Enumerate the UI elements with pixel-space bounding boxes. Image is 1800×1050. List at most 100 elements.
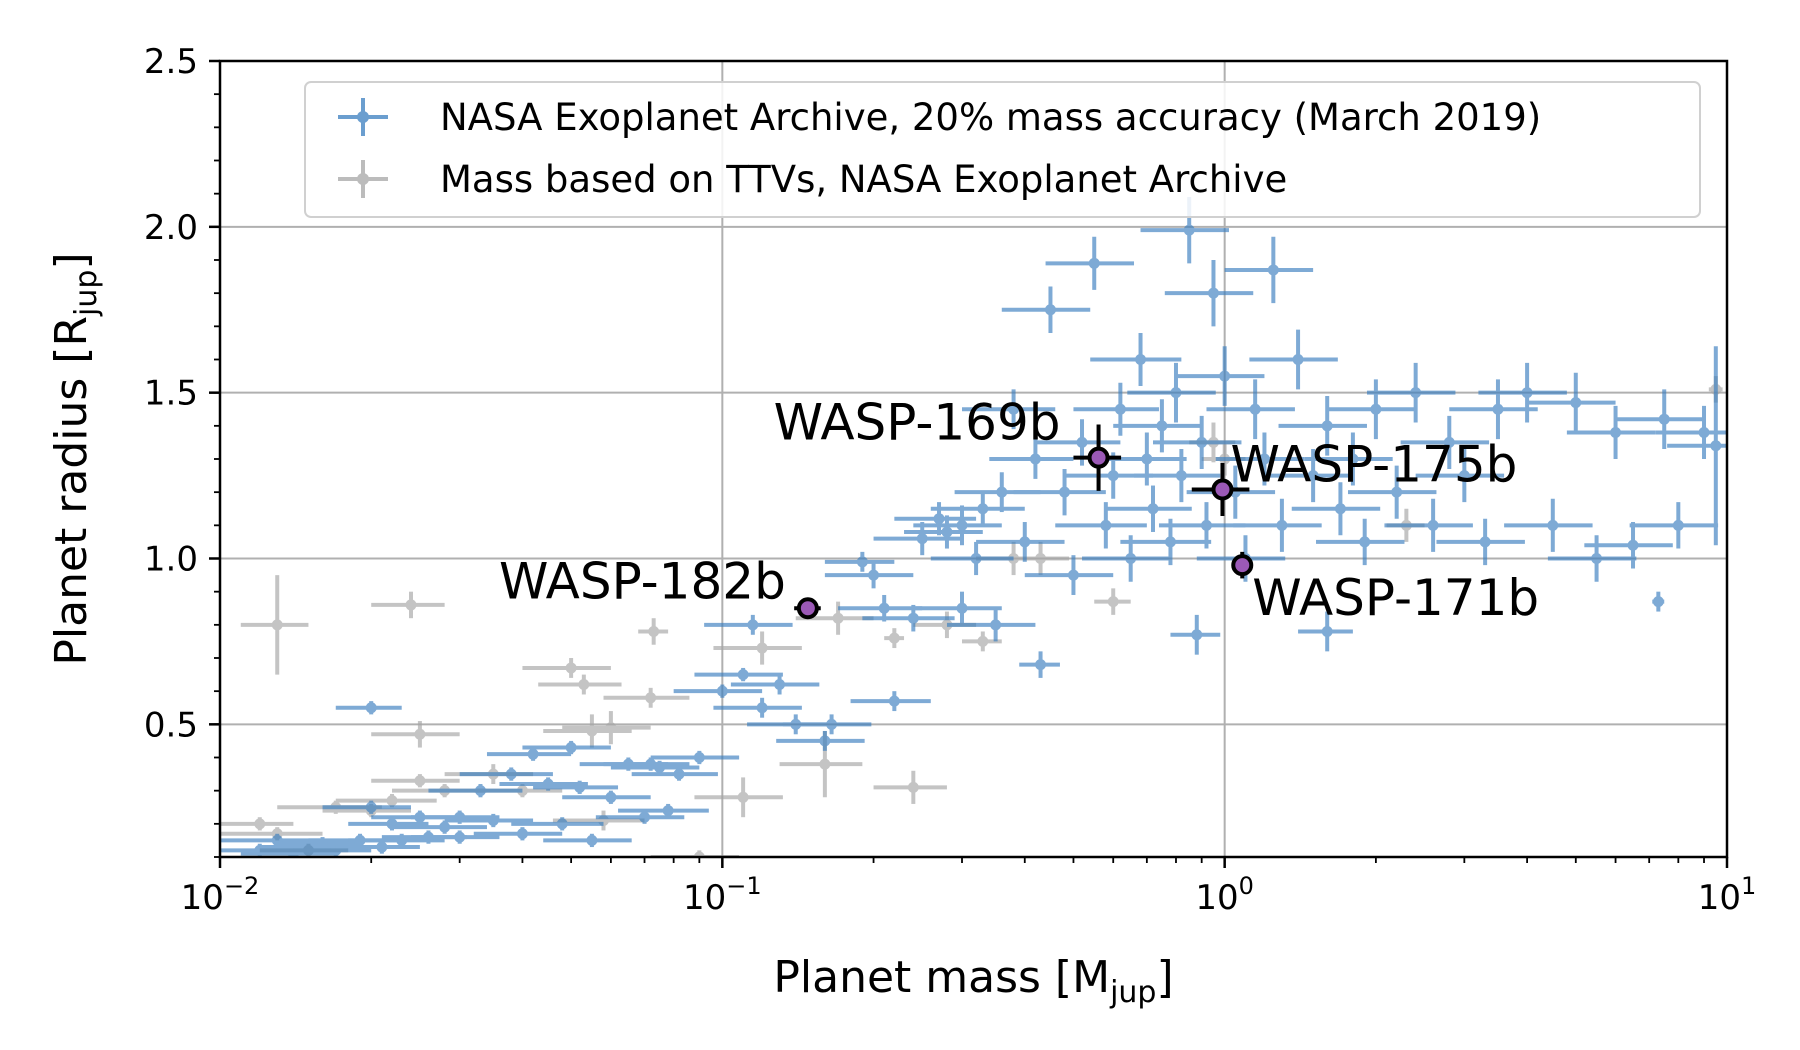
data-point (371, 774, 460, 788)
data-point (850, 691, 931, 712)
data-point (562, 711, 651, 745)
y-tick-label: 1.5 (144, 374, 198, 414)
data-point (913, 505, 1002, 546)
data-point (486, 747, 572, 761)
legend-marker (338, 160, 388, 198)
data-point (638, 618, 669, 645)
data-point (673, 684, 763, 698)
planet-label: WASP-171b (1252, 569, 1539, 627)
data-point (335, 701, 402, 715)
axis-ticks: 10−2 10−1 100 101 0.5 1.0 1.5 2.0 2.5 (144, 42, 1756, 918)
y-tick-label: 2.5 (144, 42, 198, 82)
data-point (1415, 449, 1505, 503)
data-point (1304, 432, 1393, 486)
data-point (1024, 555, 1114, 595)
data-point (1584, 522, 1673, 569)
data-point (1233, 498, 1322, 552)
data-point (1449, 379, 1538, 440)
data-point (444, 813, 534, 828)
y-tick-label: 0.5 (144, 705, 198, 745)
data-point (776, 730, 865, 751)
data-point (610, 760, 700, 775)
data-point (1316, 518, 1405, 566)
data-point (1175, 346, 1265, 406)
data-point (1478, 362, 1567, 423)
x-axis-label: Planet mass [Mjup] (773, 952, 1173, 1010)
data-point (220, 817, 294, 831)
data-point (1652, 591, 1665, 612)
highlighted-planets (794, 424, 1254, 620)
data-point (533, 780, 619, 794)
data-point (1224, 236, 1314, 304)
data-point (1090, 332, 1182, 387)
planet-label: WASP-182b (499, 552, 786, 610)
data-point (704, 614, 793, 635)
data-point (873, 770, 947, 804)
data-point (1278, 395, 1367, 456)
data-point (694, 777, 783, 818)
plot-area (220, 196, 1727, 857)
data-point (824, 551, 895, 572)
data-point (603, 687, 690, 708)
data-point (694, 667, 783, 682)
data-point (1206, 379, 1295, 440)
data-point (240, 575, 309, 675)
highlight-wasp-175b (1191, 462, 1250, 517)
data-point (1019, 651, 1060, 678)
data-point (782, 714, 872, 735)
data-point (1566, 405, 1656, 459)
data-point (1001, 286, 1091, 333)
data-point (1327, 379, 1416, 440)
data-point (650, 750, 740, 765)
data-point (1347, 465, 1437, 519)
data-point (618, 803, 709, 818)
data-point (650, 850, 740, 857)
data-point (392, 820, 487, 834)
data-point (428, 784, 523, 798)
data-point (522, 658, 611, 678)
data-point (562, 790, 651, 804)
highlight-wasp-171b (1231, 551, 1254, 579)
data-point (473, 827, 563, 841)
data-point (1615, 389, 1705, 450)
data-point (1170, 614, 1221, 655)
data-point (522, 740, 611, 755)
data-point (1105, 485, 1192, 532)
data-point (1094, 588, 1131, 615)
data-point (962, 389, 1056, 430)
legend-label: Mass based on TTVs, NASA Exoplanet Archi… (440, 158, 1287, 201)
data-point (1291, 482, 1381, 536)
data-point (1366, 362, 1456, 423)
legend-marker (338, 98, 388, 136)
data-point (930, 492, 1025, 526)
data-point (913, 591, 1002, 625)
x-tick-label: 10−1 (683, 872, 762, 918)
data-point (1164, 260, 1254, 327)
data-point (730, 674, 820, 695)
data-point (511, 817, 604, 831)
data-point (1504, 498, 1593, 552)
data-point (1629, 502, 1719, 549)
data-point (371, 591, 445, 619)
data-point (459, 767, 553, 781)
data-point (904, 515, 983, 549)
data-point (1158, 502, 1246, 549)
data-point (1667, 346, 1727, 546)
data-point (1127, 362, 1216, 423)
data-point (713, 631, 802, 665)
data-point (713, 697, 802, 718)
data-point (335, 793, 437, 808)
legend-box (304, 81, 1701, 218)
data-point (1007, 541, 1070, 576)
data-point (1527, 372, 1616, 433)
data-point (1547, 535, 1637, 582)
data-point (1655, 405, 1727, 459)
data-point (1436, 518, 1525, 566)
data-point (631, 767, 718, 781)
data-point (989, 439, 1074, 479)
data-point (1045, 236, 1135, 290)
y-tick-label: 2.0 (144, 208, 198, 248)
data-point (410, 830, 500, 844)
data-point (322, 800, 411, 814)
